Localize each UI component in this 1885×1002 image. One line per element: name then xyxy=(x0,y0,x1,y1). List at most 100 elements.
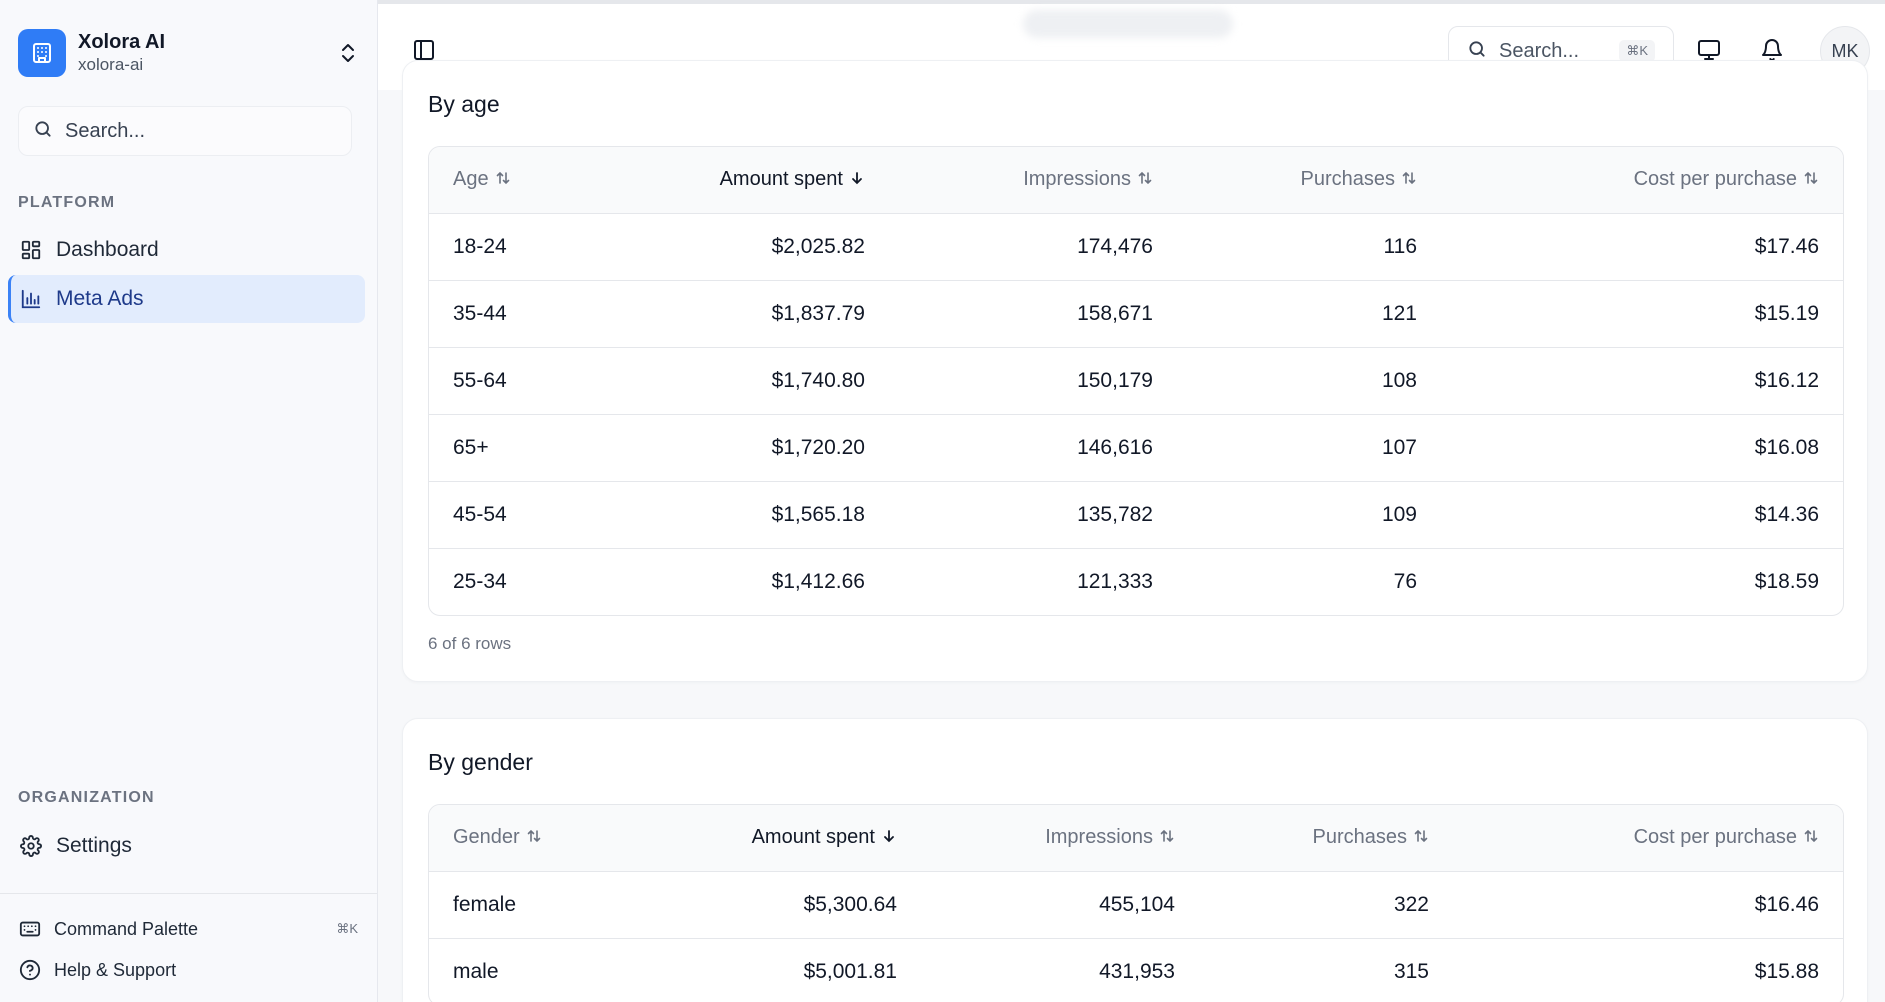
cell-impressions: 135,782 xyxy=(1077,503,1153,526)
cell-cost-per-purchase: $15.88 xyxy=(1754,960,1819,983)
card-title: By gender xyxy=(428,749,533,775)
column-header-gender[interactable]: Gender xyxy=(429,826,703,849)
sidebar-item-label: Meta Ads xyxy=(56,287,144,310)
cell-amount-spent: $2,025.82 xyxy=(771,235,865,258)
sidebar-search-input[interactable]: Search... xyxy=(18,106,352,156)
bar-chart-icon xyxy=(18,286,44,312)
help-circle-icon xyxy=(18,958,42,982)
cell-purchases: 107 xyxy=(1381,436,1417,459)
table-row[interactable]: 45-54 $1,565.18 135,782 109 $14.36 xyxy=(429,481,1843,548)
column-header-amount-spent[interactable]: Amount spent xyxy=(669,168,889,191)
column-header-cost-per-purchase[interactable]: Cost per purchase xyxy=(1441,168,1843,191)
org-switcher[interactable]: Xolora AI xolora-ai xyxy=(18,28,362,78)
cell-amount-spent: $1,740.80 xyxy=(771,369,865,392)
gender-breakdown-card: By gender Gender Amount spent Impression… xyxy=(402,718,1868,1002)
sort-toggle-icon xyxy=(1159,827,1175,850)
column-header-purchases[interactable]: Purchases xyxy=(1177,168,1441,191)
sort-toggle-icon xyxy=(1137,169,1153,192)
cell-age: 65+ xyxy=(453,436,489,459)
table-row[interactable]: 65+ $1,720.20 146,616 107 $16.08 xyxy=(429,414,1843,481)
cell-amount-spent: $1,412.66 xyxy=(771,570,865,593)
sidebar-item-label: Settings xyxy=(56,834,132,857)
monitor-icon[interactable] xyxy=(1693,34,1725,66)
keyboard-icon xyxy=(18,917,42,941)
table-row[interactable]: 35-44 $1,837.79 158,671 121 $15.19 xyxy=(429,280,1843,347)
search-shortcut-badge: ⌘K xyxy=(1619,40,1655,62)
cell-cost-per-purchase: $17.46 xyxy=(1754,235,1819,258)
cell-gender: male xyxy=(453,960,499,983)
column-header-cost-per-purchase[interactable]: Cost per purchase xyxy=(1453,826,1843,849)
cell-amount-spent: $1,720.20 xyxy=(771,436,865,459)
cell-purchases: 108 xyxy=(1381,369,1417,392)
cell-impressions: 455,104 xyxy=(1099,893,1175,916)
command-palette-label: Command Palette xyxy=(54,918,199,939)
sidebar-item-dashboard[interactable]: Dashboard xyxy=(8,226,365,274)
table-row[interactable]: 18-24 $2,025.82 174,476 116 $17.46 xyxy=(429,213,1843,280)
cell-cost-per-purchase: $18.59 xyxy=(1754,570,1819,593)
gender-table: Gender Amount spent Impressions Purchase… xyxy=(428,804,1844,1002)
org-slug: xolora-ai xyxy=(78,55,144,74)
help-support-label: Help & Support xyxy=(54,959,177,980)
cell-amount-spent: $1,565.18 xyxy=(771,503,865,526)
blurred-banner xyxy=(1023,10,1233,38)
help-support-button[interactable]: Help & Support xyxy=(18,955,358,985)
table-row[interactable]: 55-64 $1,740.80 150,179 108 $16.12 xyxy=(429,347,1843,414)
cell-purchases: 109 xyxy=(1381,503,1417,526)
age-table: Age Amount spent Impressions Purchases C… xyxy=(428,146,1844,616)
dashboard-grid-icon xyxy=(18,237,44,263)
column-header-age[interactable]: Age xyxy=(429,168,669,191)
command-palette-button[interactable]: Command Palette ⌘K xyxy=(18,914,358,944)
table-header-row: Gender Amount spent Impressions Purchase… xyxy=(429,805,1843,871)
column-header-purchases[interactable]: Purchases xyxy=(1199,826,1453,849)
cell-impressions: 158,671 xyxy=(1077,302,1153,325)
table-row[interactable]: 25-34 $1,412.66 121,333 76 $18.59 xyxy=(429,548,1843,615)
cell-cost-per-purchase: $16.08 xyxy=(1754,436,1819,459)
chevrons-up-down-icon[interactable] xyxy=(334,39,362,67)
card-title: By age xyxy=(428,91,500,117)
age-breakdown-card: By age Age Amount spent Impressions Purc… xyxy=(402,60,1868,682)
sort-toggle-icon xyxy=(1401,169,1417,192)
table-row[interactable]: female $5,300.64 455,104 322 $16.46 xyxy=(429,871,1843,938)
cell-age: 55-64 xyxy=(453,369,507,392)
cell-gender: female xyxy=(453,893,517,916)
cell-cost-per-purchase: $16.12 xyxy=(1754,369,1819,392)
column-header-impressions[interactable]: Impressions xyxy=(889,168,1177,191)
cell-purchases: 121 xyxy=(1381,302,1417,325)
cell-impressions: 150,179 xyxy=(1077,369,1153,392)
sidebar: Xolora AI xolora-ai Search... PLATFORM D… xyxy=(0,0,378,1002)
cell-amount-spent: $1,837.79 xyxy=(771,302,865,325)
sort-toggle-icon xyxy=(1413,827,1429,850)
cell-amount-spent: $5,300.64 xyxy=(803,893,897,916)
table-header-row: Age Amount spent Impressions Purchases C… xyxy=(429,147,1843,213)
cell-cost-per-purchase: $16.46 xyxy=(1754,893,1819,916)
sidebar-item-settings[interactable]: Settings xyxy=(8,822,365,870)
sort-toggle-icon xyxy=(1803,169,1819,192)
cell-cost-per-purchase: $15.19 xyxy=(1754,302,1819,325)
sort-toggle-icon xyxy=(526,827,542,850)
cell-amount-spent: $5,001.81 xyxy=(803,960,897,983)
sidebar-toggle-icon[interactable] xyxy=(408,34,440,66)
search-icon xyxy=(33,119,53,144)
arrow-down-icon xyxy=(849,169,865,192)
column-header-amount-spent[interactable]: Amount spent xyxy=(703,826,921,849)
row-count: 6 of 6 rows xyxy=(428,634,512,653)
sidebar-divider xyxy=(0,893,377,894)
column-header-impressions[interactable]: Impressions xyxy=(921,826,1199,849)
global-search-placeholder: Search... xyxy=(1499,39,1580,62)
cell-age: 25-34 xyxy=(453,570,507,593)
section-label-platform: PLATFORM xyxy=(18,194,116,211)
cell-impressions: 174,476 xyxy=(1077,235,1153,258)
cell-cost-per-purchase: $14.36 xyxy=(1754,503,1819,526)
org-name: Xolora AI xyxy=(78,31,166,53)
cell-purchases: 315 xyxy=(1393,960,1429,983)
gear-icon xyxy=(18,833,44,859)
cell-impressions: 146,616 xyxy=(1077,436,1153,459)
sidebar-item-label: Dashboard xyxy=(56,238,159,261)
cell-age: 18-24 xyxy=(453,235,507,258)
cell-purchases: 76 xyxy=(1393,570,1417,593)
cell-purchases: 322 xyxy=(1393,893,1429,916)
sidebar-search-placeholder: Search... xyxy=(65,119,146,142)
command-palette-shortcut: ⌘K xyxy=(336,921,358,936)
sidebar-item-meta-ads[interactable]: Meta Ads xyxy=(8,275,365,323)
table-row[interactable]: male $5,001.81 431,953 315 $15.88 xyxy=(429,938,1843,1002)
